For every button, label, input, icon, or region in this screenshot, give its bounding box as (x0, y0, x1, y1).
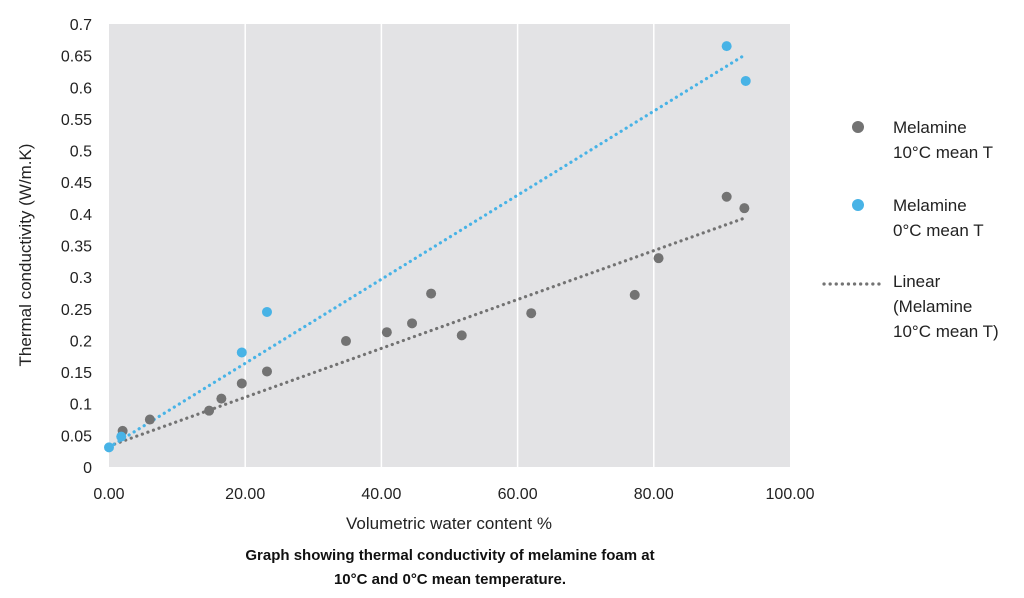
x-tick-labels: 0.00 20.00 40.00 60.00 80.00 100.00 (93, 486, 814, 503)
data-point (204, 405, 215, 416)
data-point (653, 253, 664, 264)
x-tick-label: 60.00 (498, 486, 538, 503)
grid-lines (244, 24, 655, 467)
y-tick-label: 0.15 (61, 365, 92, 382)
y-tick-label: 0.45 (61, 175, 92, 192)
data-point (456, 330, 467, 341)
y-tick-label: 0.3 (70, 270, 92, 287)
data-points (104, 41, 751, 453)
y-tick-label: 0.55 (61, 112, 92, 129)
data-point (116, 431, 127, 442)
x-tick-label: 80.00 (634, 486, 674, 503)
trendlines (107, 52, 748, 449)
data-point (261, 306, 272, 317)
data-point (261, 366, 272, 377)
data-point (426, 288, 437, 299)
y-axis-title: Thermal conductivity (W/m.K) (16, 144, 35, 367)
legend-label: 0°C mean T (893, 221, 984, 240)
legend-label: (Melamine (893, 297, 972, 316)
y-tick-label: 0.5 (70, 144, 92, 161)
data-point (216, 393, 227, 404)
y-tick-label: 0.65 (61, 49, 92, 66)
caption-line-2: 10°C and 0°C mean temperature. (333, 571, 567, 588)
caption-line-1: Graph showing thermal conductivity of me… (245, 547, 655, 564)
x-tick-label: 0.00 (93, 486, 124, 503)
x-axis-title: Volumetric water content % (346, 514, 552, 533)
y-tick-label: 0.1 (70, 397, 92, 414)
data-point (104, 442, 114, 453)
data-point (739, 203, 750, 214)
y-tick-label: 0.35 (61, 239, 92, 256)
trendline (107, 52, 748, 449)
data-point (236, 347, 247, 358)
y-tick-label: 0.7 (70, 17, 92, 34)
data-point (740, 75, 751, 86)
y-tick-labels: 0 0.05 0.1 0.15 0.2 0.25 0.3 0.35 0.4 0.45 0.5 0.55… (61, 17, 92, 477)
x-tick-label: 100.00 (766, 486, 815, 503)
legend-marker (852, 199, 864, 211)
y-tick-label: 0.05 (61, 428, 92, 445)
data-point (407, 318, 418, 329)
y-tick-label: 0 (83, 460, 92, 477)
x-tick-label: 40.00 (361, 486, 401, 503)
data-point (721, 41, 732, 52)
data-point (526, 308, 537, 319)
data-point (721, 191, 732, 202)
legend: Melamine 10°C mean T Melamine 0°C mean T Lin… (822, 118, 999, 341)
legend-label: 10°C mean T) (893, 322, 999, 341)
x-tick-label: 20.00 (225, 486, 265, 503)
legend-marker (852, 121, 864, 133)
legend-label: Melamine (893, 196, 967, 215)
data-point (236, 378, 247, 389)
data-point (340, 336, 351, 347)
data-point (629, 289, 640, 300)
y-tick-label: 0.4 (70, 207, 92, 224)
trendline (107, 216, 748, 448)
data-point (144, 414, 155, 425)
y-tick-label: 0.6 (70, 80, 92, 97)
y-tick-label: 0.2 (70, 333, 92, 350)
y-tick-label: 0.25 (61, 302, 92, 319)
legend-label: Melamine (893, 118, 967, 137)
legend-label: 10°C mean T (893, 143, 993, 162)
legend-label: Linear (893, 272, 941, 291)
data-point (381, 327, 392, 338)
